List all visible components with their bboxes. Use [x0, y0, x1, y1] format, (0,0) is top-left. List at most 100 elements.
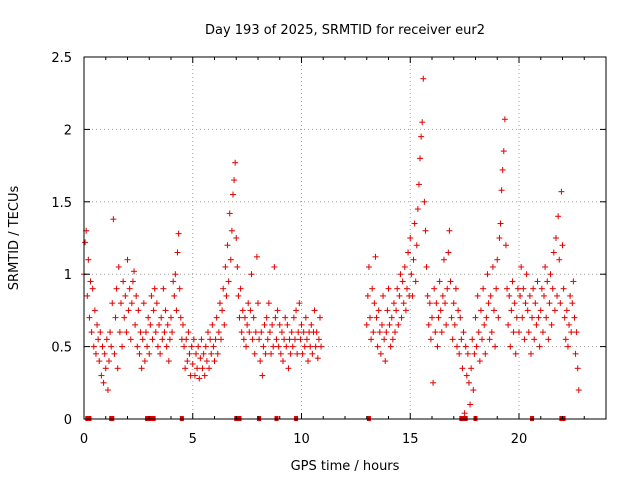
data-point: [98, 372, 105, 379]
data-point: [127, 336, 134, 343]
data-point: [156, 321, 163, 328]
data-point: [183, 336, 190, 343]
data-point: [489, 263, 496, 270]
data-point: [476, 358, 483, 365]
data-point: [136, 350, 143, 357]
data-point: [258, 329, 265, 336]
data-point: [501, 116, 508, 123]
data-point: [265, 300, 272, 307]
data-point: [543, 314, 550, 321]
data-point: [456, 350, 463, 357]
data-point: [176, 285, 183, 292]
data-point: [293, 307, 300, 314]
data-point: [236, 314, 243, 321]
data-point: [378, 321, 385, 328]
data-point: [103, 336, 110, 343]
data-point: [397, 271, 404, 278]
data-point: [449, 336, 456, 343]
data-point: [90, 343, 97, 350]
data-point: [100, 379, 107, 386]
data-point: [215, 329, 222, 336]
data-point: [312, 343, 319, 350]
data-point: [158, 314, 165, 321]
data-point: [131, 268, 138, 275]
data-point: [526, 292, 533, 299]
data-point: [536, 343, 543, 350]
data-point: [371, 300, 378, 307]
data-point: [211, 358, 218, 365]
data-point: [200, 350, 207, 357]
data-point: [424, 292, 431, 299]
data-point: [462, 343, 469, 350]
data-point: [519, 314, 526, 321]
data-point: [276, 321, 283, 328]
data-point: [566, 321, 573, 328]
data-point: [572, 350, 579, 357]
data-point: [429, 314, 435, 321]
data-point: [369, 285, 376, 292]
data-point: [426, 300, 433, 307]
data-point: [210, 343, 217, 350]
data-point: [461, 410, 468, 417]
data-point: [538, 285, 545, 292]
data-point: [303, 336, 310, 343]
chart-title: Day 193 of 2025, SRMTID for receiver eur…: [205, 23, 485, 38]
data-point: [554, 292, 561, 299]
data-point: [509, 278, 516, 285]
data-point: [132, 321, 139, 328]
data-point: [550, 249, 557, 256]
data-point: [556, 256, 563, 263]
data-point: [220, 285, 227, 292]
data-point: [214, 350, 221, 357]
data-point: [294, 350, 301, 357]
data-point: [85, 256, 92, 263]
data-point: [239, 307, 246, 314]
data-point: [569, 300, 576, 307]
data-point: [277, 350, 284, 357]
data-point: [206, 365, 213, 372]
data-point: [82, 239, 89, 246]
data-point: [108, 343, 115, 350]
data-point: [186, 350, 193, 357]
data-point: [485, 300, 492, 307]
data-point: [94, 321, 101, 328]
data-point: [153, 300, 160, 307]
data-point: [148, 292, 155, 299]
data-point: [203, 358, 210, 365]
data-point: [139, 336, 146, 343]
y-tick-label: 2: [64, 123, 72, 138]
data-point: [259, 372, 266, 379]
data-point: [202, 343, 209, 350]
data-point: [170, 278, 177, 285]
data-point: [121, 314, 128, 321]
data-point: [126, 285, 133, 292]
data-point: [272, 314, 279, 321]
data-point: [243, 343, 250, 350]
data-point: [99, 343, 106, 350]
data-point: [436, 278, 443, 285]
data-point: [517, 292, 524, 299]
data-point: [84, 292, 91, 299]
data-point: [521, 336, 528, 343]
data-point: [283, 343, 290, 350]
data-point: [438, 329, 445, 336]
data-point: [382, 358, 389, 365]
data-point: [368, 336, 375, 343]
data-point: [161, 329, 168, 336]
data-point: [541, 292, 548, 299]
data-point: [395, 321, 402, 328]
data-point: [201, 372, 208, 379]
data-point: [437, 307, 444, 314]
data-point: [142, 329, 149, 336]
data-point: [101, 350, 108, 357]
data-point: [268, 350, 275, 357]
data-point: [104, 387, 111, 394]
data-point: [140, 300, 147, 307]
data-point: [388, 314, 395, 321]
data-point: [535, 314, 542, 321]
data-point: [112, 314, 119, 321]
data-point: [273, 336, 280, 343]
y-tick-labels: 0 0.5 1 1.5 2 2.5: [51, 51, 72, 428]
data-point: [454, 343, 461, 350]
data-point: [218, 336, 225, 343]
